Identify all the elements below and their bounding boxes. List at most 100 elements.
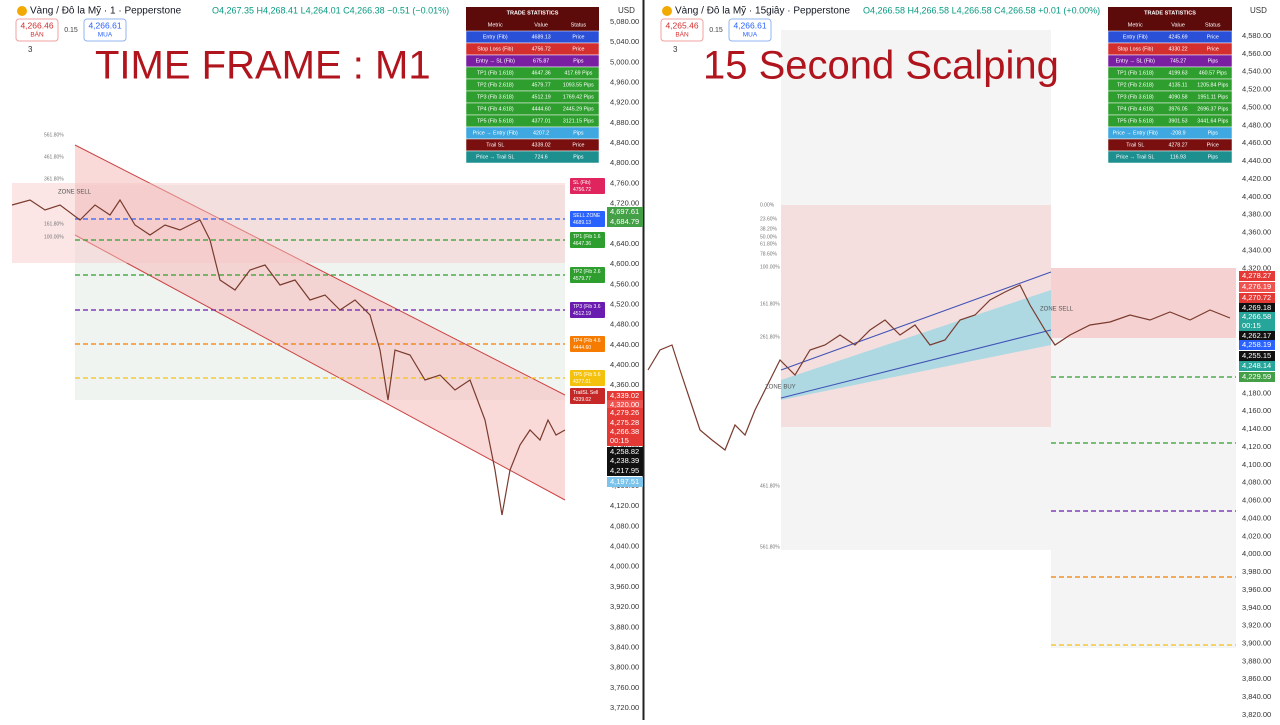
price-axis-label: 4,800.00: [610, 158, 639, 167]
stats-cell: 4444.60: [532, 106, 551, 112]
stats-cell: 3976.05: [1168, 106, 1187, 112]
price-axis-label: 3,960.00: [1242, 585, 1271, 594]
stats-cell: 4278.27: [1168, 142, 1187, 148]
stats-row-bg: [465, 150, 600, 164]
buy-price: 4,266.61: [733, 20, 766, 30]
price-axis-label: 4,020.00: [1242, 531, 1271, 540]
stats-cell: 675.87: [533, 58, 549, 64]
price-tag: [1239, 293, 1275, 303]
overlay-title: TIME FRAME : M1: [95, 44, 431, 88]
fib-label: 61.80%: [760, 241, 778, 247]
price-tag-label: 4,276.19: [1242, 282, 1271, 291]
symbol: Vàng / Đô la Mỹ · 15giây · Pepperstone: [675, 6, 851, 17]
level-tag-value: 4756.72: [573, 187, 591, 193]
buy-button[interactable]: [728, 18, 772, 42]
price-axis-label: 3,980.00: [1242, 567, 1271, 576]
price-tag: [1239, 351, 1275, 361]
stats-cell: Price: [1207, 34, 1219, 40]
price-axis-label: 4,540.00: [1242, 67, 1271, 76]
price-axis-label: 4,380.00: [1242, 210, 1271, 219]
stats-title: TRADE STATISTICS: [507, 10, 559, 16]
price-axis-label: 4,440.00: [610, 340, 639, 349]
level-tag-value: 4579.77: [573, 276, 591, 282]
stats-cell: 745.27: [1170, 58, 1186, 64]
fib-label: 561.80%: [44, 132, 64, 138]
stats-cell: 4647.36: [532, 70, 551, 76]
price-axis-label: 4,400.00: [610, 360, 639, 369]
stats-column: Value: [534, 22, 548, 28]
zone: [781, 30, 1051, 550]
fib-label: 0.00%: [760, 202, 775, 208]
stats-column: Value: [1171, 22, 1185, 28]
fib-label: 38.20%: [760, 226, 778, 232]
price-line: [11, 198, 566, 516]
price-tag: [1239, 282, 1275, 292]
level-tag-value: 4689.13: [573, 220, 591, 226]
price-tag: [607, 436, 643, 446]
price-tag-label: 4,684.79: [610, 217, 639, 226]
price-axis-label: 4,460.00: [1242, 138, 1271, 147]
price-tag: [1239, 321, 1275, 331]
stats-cell: Pips: [573, 130, 584, 136]
price-tag: [607, 207, 643, 217]
price-tag-label: 4,279.26: [610, 408, 639, 417]
price-tag-label: 4,229.59: [1242, 372, 1271, 381]
stats-cell: 4512.19: [532, 94, 551, 100]
stats-cell: Stop Loss (Fib): [477, 46, 513, 52]
price-tag-label: 4,197.51: [610, 477, 639, 486]
sell-button[interactable]: [660, 18, 704, 42]
zone-label: ZONE BUY: [765, 385, 796, 391]
price-axis-label: 4,920.00: [610, 98, 639, 107]
price-tag: [607, 447, 643, 457]
price-tag: [1239, 271, 1275, 281]
price-tag: [607, 408, 643, 418]
price-tag-label: 4,248.14: [1242, 361, 1271, 370]
price-axis-label: 4,120.00: [610, 501, 639, 510]
stats-cell: 4579.77: [532, 82, 551, 88]
stats-cell: 1205.84 Pips: [1197, 82, 1228, 88]
price-tag: [1239, 303, 1275, 313]
price-tag-label: 4,269.18: [1242, 303, 1271, 312]
level-tag-value: 4647.36: [573, 241, 591, 247]
level-tag: [570, 211, 605, 227]
indicator-count[interactable]: 3: [28, 45, 33, 54]
stats-cell: Price: [1207, 142, 1219, 148]
price-line: [647, 284, 1231, 451]
stats-cell: Price → Entry (Fib): [473, 130, 518, 136]
price-axis-label: 3,960.00: [610, 582, 639, 591]
fib-label: 261.80%: [760, 334, 780, 340]
price-axis-label: 5,080.00: [610, 17, 639, 26]
indicator-count[interactable]: 3: [673, 45, 678, 54]
price-axis-label: 3,880.00: [610, 622, 639, 631]
stats-cell: Entry (Fib): [1123, 34, 1148, 40]
price-axis-label: 3,840.00: [1242, 692, 1271, 701]
buy-label: MUA: [98, 32, 113, 39]
stats-cell: Pips: [573, 154, 584, 160]
stats-cell: Price → Entry (Fib): [1113, 130, 1158, 136]
buy-button[interactable]: [83, 18, 127, 42]
price-tag-label: 4,270.72: [1242, 293, 1271, 302]
stats-cell: Trail SL: [1126, 142, 1144, 148]
price-axis-label: 4,480.00: [1242, 120, 1271, 129]
channel-edge: [74, 144, 566, 396]
sell-button[interactable]: [15, 18, 59, 42]
price-tag: [607, 477, 643, 487]
price-tag-label: 4,275.28: [610, 418, 639, 427]
price-tag-label: 4,262.17: [1242, 331, 1271, 340]
fib-label: 23.60%: [760, 216, 778, 222]
level-tag: [570, 267, 605, 283]
stats-title-bg: [466, 7, 599, 19]
stats-cell: Entry → SL (Fib): [476, 58, 515, 64]
price-axis-label: 4,320.00: [1242, 263, 1271, 272]
channel-edge: [780, 329, 1052, 399]
price-tag: [607, 466, 643, 476]
zone-label: ZONE SELL: [1040, 307, 1074, 313]
price-axis-label: 4,060.00: [1242, 496, 1271, 505]
spread: 0.15: [709, 27, 723, 34]
stats-cell: Entry (Fib): [483, 34, 508, 40]
stats-cell: Pips: [1208, 154, 1219, 160]
stats-cell: 2696.37 Pips: [1197, 106, 1228, 112]
price-axis-label: 3,840.00: [610, 642, 639, 651]
price-axis-label: 4,340.00: [1242, 245, 1271, 254]
